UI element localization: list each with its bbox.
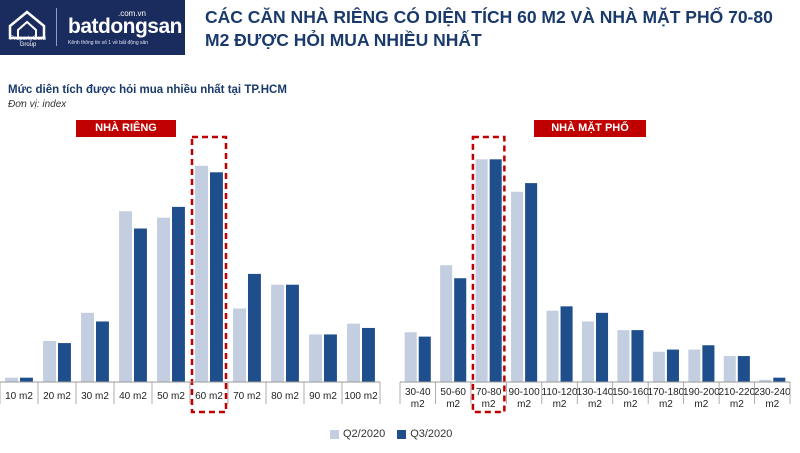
bar-nha-rieng-q2 (347, 323, 360, 382)
x-tick-label: 100 m2 (344, 391, 378, 402)
bar-nha-mat-pho-q2 (475, 159, 488, 382)
bar-nha-mat-pho-q2 (440, 265, 453, 382)
legend-swatch-q2 (330, 429, 339, 439)
highlight-box-nha-rieng (190, 135, 228, 414)
x-tick-label: 80 m2 (271, 391, 299, 402)
bar-nha-rieng-q3 (20, 377, 33, 382)
x-tick-label: 150-160 (612, 387, 649, 398)
bar-nha-mat-pho-q2 (759, 379, 772, 382)
x-tick-label: 210-220 (718, 387, 755, 398)
bar-nha-mat-pho-q3 (631, 330, 644, 382)
bar-nha-rieng-q3 (172, 206, 185, 382)
bar-nha-mat-pho-q2 (404, 332, 417, 382)
x-tick-label-unit: m2 (517, 399, 531, 410)
x-tick-label: 90-100 (509, 387, 541, 398)
x-tick-label: 170-180 (648, 387, 685, 398)
bar-nha-mat-pho-q2 (723, 356, 736, 382)
x-tick-label: 70-80 (476, 387, 502, 398)
propertyguru-logo-icon (8, 10, 46, 40)
bar-nha-rieng-q2 (43, 340, 56, 382)
chart-unit: Đơn vị: index (8, 99, 67, 110)
brand-logo-area: PropertyGuru Group .com.vn batdongsan Kê… (0, 0, 185, 55)
bar-nha-mat-pho-q2 (581, 321, 594, 382)
x-tick-label-unit: m2 (730, 399, 744, 410)
x-tick-label: 190-200 (683, 387, 720, 398)
bar-nha-mat-pho-q3 (454, 278, 467, 382)
bar-nha-rieng-q3 (286, 284, 299, 382)
x-tick-label-unit: m2 (553, 399, 567, 410)
bar-nha-mat-pho-q2 (546, 310, 559, 382)
bar-nha-mat-pho-q2 (688, 349, 701, 382)
page-title: CÁC CĂN NHÀ RIÊNG CÓ DIỆN TÍCH 60 M2 VÀ … (205, 7, 773, 50)
bar-nha-rieng-q3 (210, 172, 223, 382)
bar-nha-mat-pho-q2 (511, 191, 524, 382)
bar-nha-rieng-q3 (134, 228, 147, 382)
bar-nha-mat-pho-q2 (652, 351, 665, 382)
x-tick-label: 10 m2 (5, 391, 33, 402)
x-tick-label-unit: m2 (694, 399, 708, 410)
logo-group-text: PropertyGuru Group (9, 36, 46, 48)
bar-nha-mat-pho-q3 (737, 356, 750, 382)
x-tick-label: 130-140 (577, 387, 614, 398)
bar-nha-rieng-q2 (119, 211, 132, 382)
bar-nha-mat-pho-q2 (617, 330, 630, 382)
x-tick-label-unit: m2 (624, 399, 638, 410)
x-tick-label: 30 m2 (81, 391, 109, 402)
x-tick-label: 20 m2 (43, 391, 71, 402)
bar-nha-mat-pho-q3 (489, 159, 502, 382)
bar-nha-mat-pho-q3 (560, 306, 573, 382)
bar-nha-rieng-q3 (96, 321, 109, 382)
x-tick-label: 70 m2 (233, 391, 261, 402)
panel-label-nha-mat-pho: NHÀ MẶT PHỐ (534, 120, 646, 137)
x-tick-label-unit: m2 (659, 399, 673, 410)
x-tick-label: 110-120 (542, 387, 578, 398)
legend-item-q2: Q2/2020 (330, 428, 385, 440)
x-tick-label: 30-40 (405, 387, 431, 398)
bar-nha-mat-pho-q3 (525, 183, 538, 382)
x-tick-label: 50-60 (440, 387, 466, 398)
x-tick-label-unit: m2 (446, 399, 460, 410)
bar-nha-mat-pho-q3 (596, 312, 609, 382)
x-tick-label: 90 m2 (309, 391, 337, 402)
legend-label-q2: Q2/2020 (343, 428, 386, 440)
legend-label-q3: Q3/2020 (410, 428, 453, 440)
x-tick-label-unit: m2 (588, 399, 602, 410)
bar-nha-rieng-q2 (309, 334, 322, 382)
bar-nha-rieng-q2 (157, 217, 170, 382)
x-tick-label: 50 m2 (157, 391, 185, 402)
x-tick-label-unit: m2 (411, 399, 425, 410)
bar-nha-rieng-q3 (58, 343, 71, 382)
bar-nha-mat-pho-q3 (702, 345, 715, 382)
x-tick-label: 40 m2 (119, 391, 147, 402)
bar-nha-mat-pho-q3 (418, 336, 431, 382)
legend-item-q3: Q3/2020 (397, 428, 452, 440)
bar-nha-rieng-q3 (248, 273, 261, 382)
bar-nha-rieng-q2 (271, 284, 284, 382)
bar-nha-rieng-q2 (5, 377, 18, 382)
logo-tagline: Kênh thông tin số 1 về bất động sản (68, 40, 149, 46)
x-tick-label-unit: m2 (765, 399, 779, 410)
chart-legend: Q2/2020 Q3/2020 (330, 428, 452, 440)
chart-subtitle: Mức diên tích được hỏi mua nhiều nhất tạ… (8, 84, 287, 96)
x-tick-label: 60 m2 (195, 391, 223, 402)
logo-domain: .com.vn (118, 9, 147, 18)
bar-nha-rieng-q3 (324, 334, 337, 382)
x-tick-label: 230-240 (754, 387, 791, 398)
x-tick-label-unit: m2 (482, 399, 496, 410)
bar-nha-rieng-q2 (195, 165, 208, 382)
logo-divider (56, 8, 57, 46)
bar-nha-rieng-q3 (362, 327, 375, 382)
highlight-box-nha-mat-pho (471, 135, 506, 414)
bar-nha-rieng-q2 (233, 308, 246, 382)
logo-brand: batdongsan (68, 15, 183, 38)
panel-label-nha-rieng: NHÀ RIÊNG (76, 120, 176, 137)
bar-nha-mat-pho-q3 (666, 349, 679, 382)
bar-nha-mat-pho-q3 (773, 377, 786, 382)
bar-nha-rieng-q2 (81, 312, 94, 382)
legend-swatch-q3 (397, 429, 407, 439)
